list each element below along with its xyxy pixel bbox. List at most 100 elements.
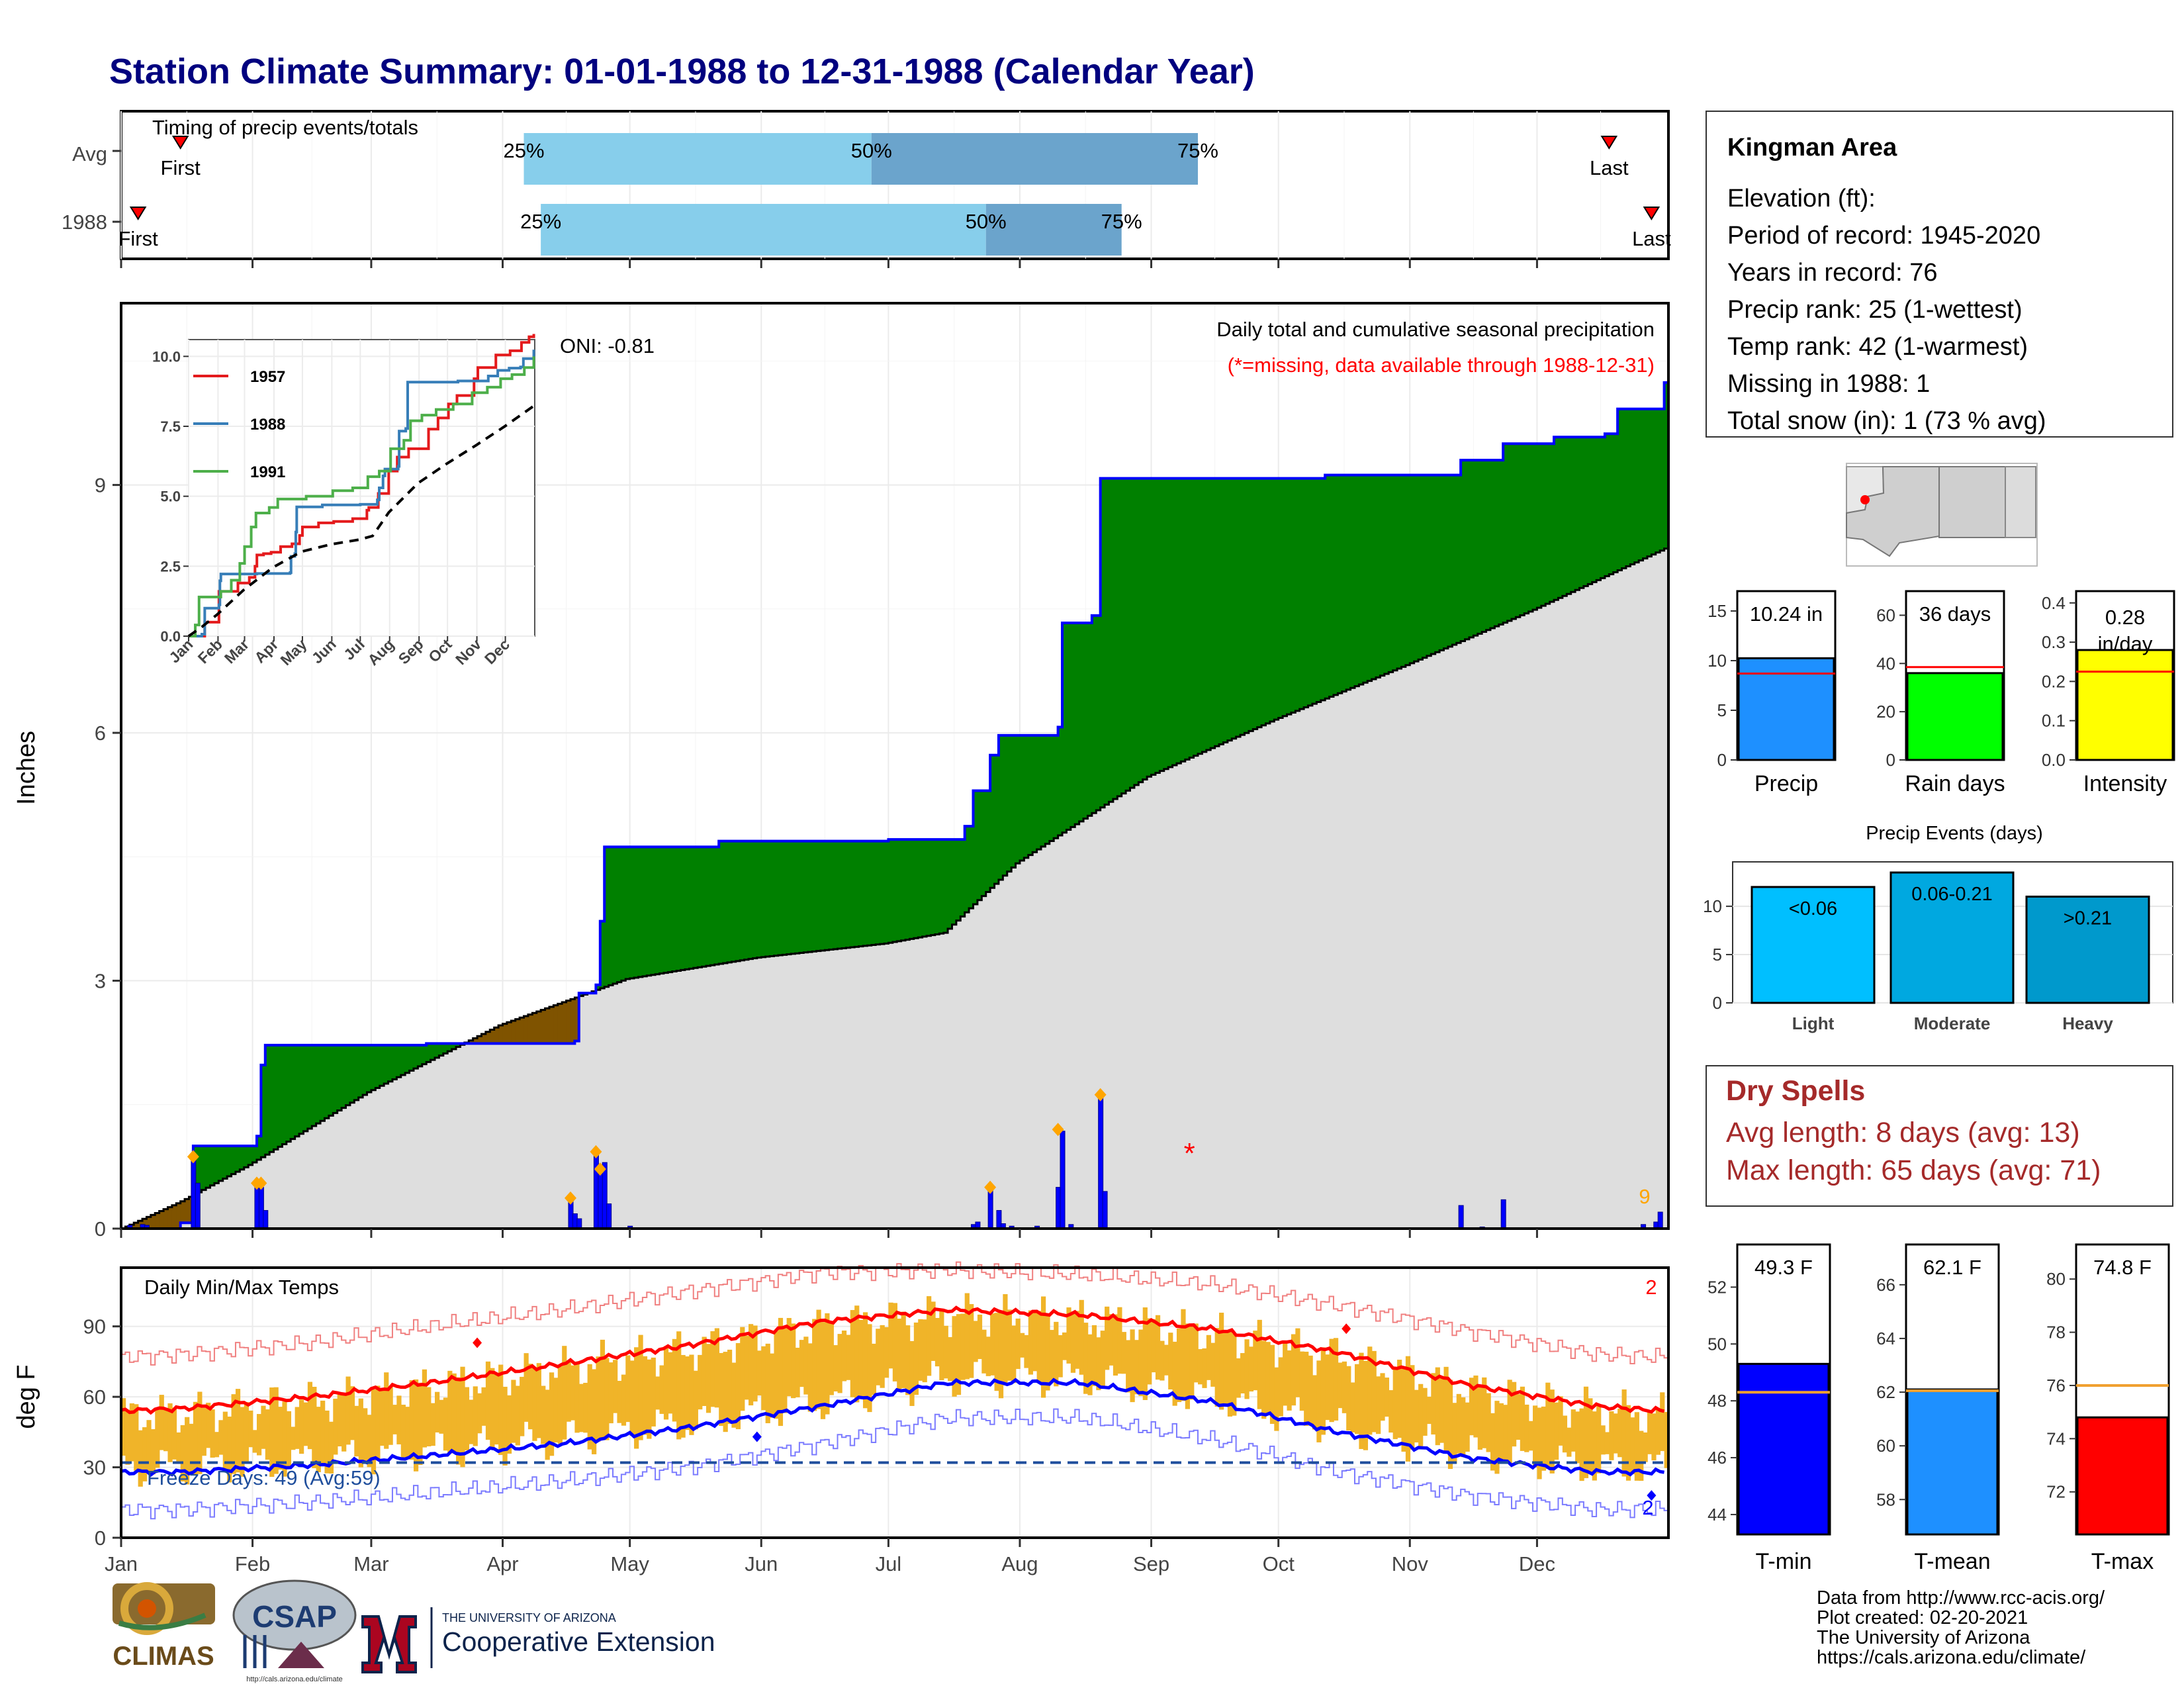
precip-total-ytick-label: 0.4	[2042, 593, 2066, 613]
daily-temp-bar	[952, 1316, 957, 1397]
surplus-band	[1091, 615, 1097, 814]
daily-temp-bar	[846, 1335, 851, 1380]
precip-event-value: <0.06	[1789, 898, 1837, 919]
daily-temp-bar	[1422, 1387, 1428, 1436]
daily-temp-bar	[1392, 1368, 1398, 1440]
daily-temp-bar	[1096, 1337, 1101, 1391]
daily-temp-bar	[918, 1319, 923, 1381]
temp-summary-ytick-label: 66	[1876, 1275, 1895, 1295]
inset-series-1957	[189, 334, 535, 637]
surplus-band	[1588, 437, 1593, 585]
daily-temp-bar	[532, 1368, 537, 1441]
surplus-band	[210, 1146, 215, 1186]
daily-temp-bar	[405, 1407, 410, 1458]
daily-precip-bar	[263, 1210, 269, 1229]
surplus-band	[1240, 478, 1246, 735]
csap-logo: CSAP http://cals.arizona.edu/climate	[232, 1579, 357, 1683]
daily-temp-bar	[409, 1380, 414, 1460]
precip-ytick-label: 3	[95, 970, 106, 993]
month-label: Nov	[1392, 1552, 1429, 1575]
surplus-band	[629, 847, 635, 978]
surplus-band	[1189, 478, 1195, 758]
daily-temp-bar	[740, 1327, 745, 1411]
daily-temp-bar	[265, 1409, 270, 1460]
daily-temp-bar	[625, 1355, 631, 1423]
surplus-band	[1609, 434, 1614, 575]
surplus-band	[1333, 475, 1338, 695]
daily-temp-bar	[1172, 1341, 1177, 1406]
daily-max-marker	[1094, 1088, 1107, 1102]
daily-temp-bar	[553, 1378, 559, 1443]
daily-temp-bar	[1176, 1328, 1182, 1403]
precip-total-bar	[1906, 672, 2004, 761]
daily-temp-bar	[282, 1401, 287, 1477]
station-line-snow: Total snow (in): 1 (73 % avg)	[1727, 407, 2046, 435]
daily-temp-bar	[702, 1336, 707, 1406]
surplus-band	[600, 921, 605, 989]
daily-temp-bar	[1253, 1331, 1258, 1391]
surplus-band	[803, 841, 809, 953]
daily-temp-bar	[1058, 1335, 1063, 1378]
surplus-band	[1147, 478, 1152, 777]
daily-temp-bar	[1562, 1415, 1568, 1453]
daily-temp-bar	[566, 1360, 571, 1422]
daily-temp-bar	[770, 1353, 775, 1418]
daily-temp-bar	[1639, 1430, 1644, 1481]
surplus-band	[1269, 478, 1275, 722]
station-line-temp-rank: Temp rank: 42 (1-warmest)	[1727, 333, 2028, 361]
daily-temp-bar	[1197, 1349, 1203, 1385]
daily-temp-bar	[1214, 1328, 1220, 1407]
surplus-band	[892, 839, 897, 943]
timing-p25-label: 25%	[503, 139, 544, 162]
precip-totals-charts: 10.24 in 0 5 10 15 Precip 36 days 0 20 40 60 Rain d…	[1707, 590, 2175, 796]
daily-temp-bar	[193, 1401, 199, 1475]
surplus-band	[312, 1045, 317, 1127]
daily-temp-bar	[629, 1360, 635, 1436]
daily-temp-bar	[621, 1374, 627, 1426]
surplus-band	[1384, 475, 1389, 675]
surplus-band	[578, 993, 584, 996]
deficit-band	[506, 1022, 512, 1044]
daily-temp-bar	[1376, 1376, 1381, 1434]
daily-temp-bar	[231, 1394, 236, 1474]
precip-total-ytick-label: 0.2	[2042, 671, 2066, 691]
surplus-band	[291, 1045, 296, 1139]
temperature-panel: 0 30 60 90 Jan Feb Mar Apr May Jun Jul Aug Sep Oct No…	[13, 1261, 1670, 1575]
daily-temp-bar	[1388, 1390, 1394, 1433]
station-info-box: Kingman Area Elevation (ft): Period of r…	[1706, 111, 2173, 438]
deficit-band	[163, 1209, 169, 1229]
daily-temp-bar	[240, 1407, 245, 1477]
precip-total-ytick-label: 60	[1876, 605, 1895, 625]
surplus-band	[956, 839, 961, 921]
daily-temp-bar	[1545, 1382, 1551, 1470]
surplus-band	[829, 841, 834, 950]
surplus-band	[604, 847, 610, 987]
surplus-band	[1439, 475, 1445, 651]
daily-temp-bar	[888, 1302, 893, 1369]
daily-temp-bar	[578, 1383, 584, 1432]
temp-summary-category: T-mean	[1914, 1549, 1990, 1574]
surplus-band	[1206, 478, 1211, 751]
daily-temp-bar	[1520, 1386, 1525, 1451]
daily-temp-bar	[1473, 1375, 1479, 1438]
daily-temp-bar	[1109, 1314, 1114, 1366]
timing-last-label: Last	[1632, 227, 1671, 250]
precip-title: Daily total and cumulative seasonal prec…	[1216, 318, 1655, 341]
daily-temp-bar	[163, 1409, 169, 1452]
daily-temp-bar	[1045, 1315, 1050, 1391]
temp-ytick-label: 90	[83, 1315, 106, 1338]
daily-temp-bar	[138, 1430, 143, 1487]
surplus-band	[1567, 437, 1572, 594]
surplus-band	[1202, 478, 1207, 752]
daily-temp-bar	[1223, 1331, 1228, 1407]
daily-temp-bar	[774, 1331, 779, 1419]
surplus-band	[1248, 478, 1253, 731]
surplus-band	[1503, 444, 1508, 623]
surplus-band	[345, 1045, 351, 1105]
university-logo: THE UNIVERSITY OF ARIZONA Cooperative Ex…	[361, 1607, 715, 1673]
station-line-period: Period of record: 1945-2020	[1727, 222, 2040, 250]
surplus-band	[354, 1045, 359, 1100]
deficit-band	[549, 1006, 554, 1044]
surplus-band	[1482, 460, 1487, 632]
daily-temp-bar	[960, 1313, 966, 1380]
